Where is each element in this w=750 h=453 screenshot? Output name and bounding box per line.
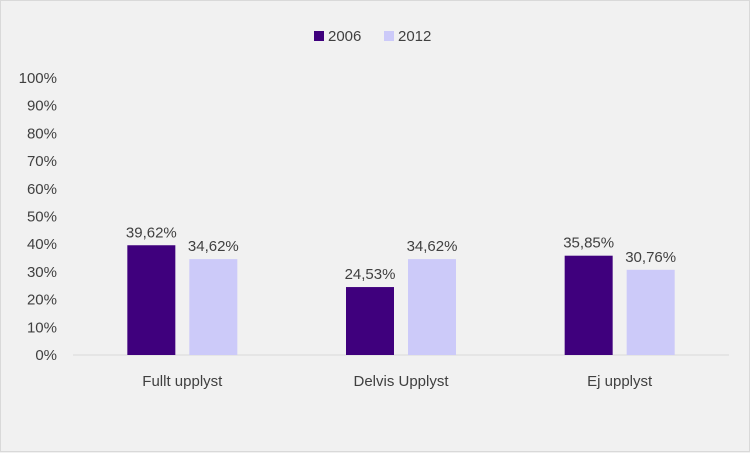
x-axis: Fullt upplyst Delvis Upplyst Ej upplyst — [73, 354, 729, 390]
y-tick-label: 10% — [27, 319, 57, 336]
y-tick-label: 40% — [27, 236, 57, 253]
bar-2012-0 — [189, 259, 238, 355]
data-labels: 39,62% 34,62% 24,53% 34,62% 35,85% 30,76% — [126, 224, 676, 283]
legend-swatch-2006 — [314, 31, 324, 41]
legend-swatch-2012 — [384, 31, 394, 41]
y-tick-label: 100% — [19, 70, 57, 87]
y-axis: 0% 10% 20% 30% 40% 50% 60% 70% 80% 90% 100% — [19, 70, 57, 364]
y-tick-label: 30% — [27, 264, 57, 281]
y-tick-label: 50% — [27, 209, 57, 226]
legend-label: 2006 — [328, 28, 361, 45]
data-label: 34,62% — [188, 238, 239, 255]
y-tick-label: 70% — [27, 153, 57, 170]
data-label: 35,85% — [563, 235, 614, 252]
data-label: 39,62% — [126, 224, 177, 241]
category-label: Fullt upplyst — [142, 373, 223, 390]
y-tick-label: 20% — [27, 292, 57, 309]
category-label: Delvis Upplyst — [353, 373, 449, 390]
bar-2012-1 — [408, 259, 456, 355]
data-label: 30,76% — [625, 249, 676, 266]
data-label: 24,53% — [345, 266, 396, 283]
y-tick-label: 0% — [35, 347, 57, 364]
y-tick-label: 80% — [27, 125, 57, 142]
data-label: 34,62% — [407, 238, 458, 255]
bar-2006-2 — [564, 255, 613, 355]
legend-label: 2012 — [398, 28, 431, 45]
legend: 2006 2012 — [314, 28, 431, 45]
category-label: Ej upplyst — [587, 373, 653, 390]
y-tick-label: 90% — [27, 98, 57, 115]
y-tick-label: 60% — [27, 181, 57, 198]
bar-2006-1 — [346, 287, 394, 355]
bar-2006-0 — [127, 245, 176, 355]
bars — [127, 245, 675, 355]
bar-2012-2 — [626, 269, 675, 355]
